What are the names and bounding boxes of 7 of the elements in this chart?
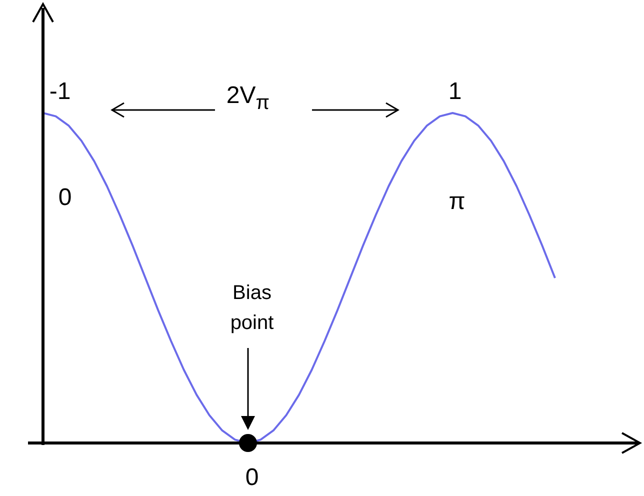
annotation: π [448,187,466,217]
annotation: Bias point [229,281,275,336]
annotation: 0 [58,183,72,213]
annotation: 2V$_{π}$ [226,81,270,116]
text: -1 [49,77,71,107]
text: 1 [448,77,462,107]
text: 0 [245,463,259,493]
